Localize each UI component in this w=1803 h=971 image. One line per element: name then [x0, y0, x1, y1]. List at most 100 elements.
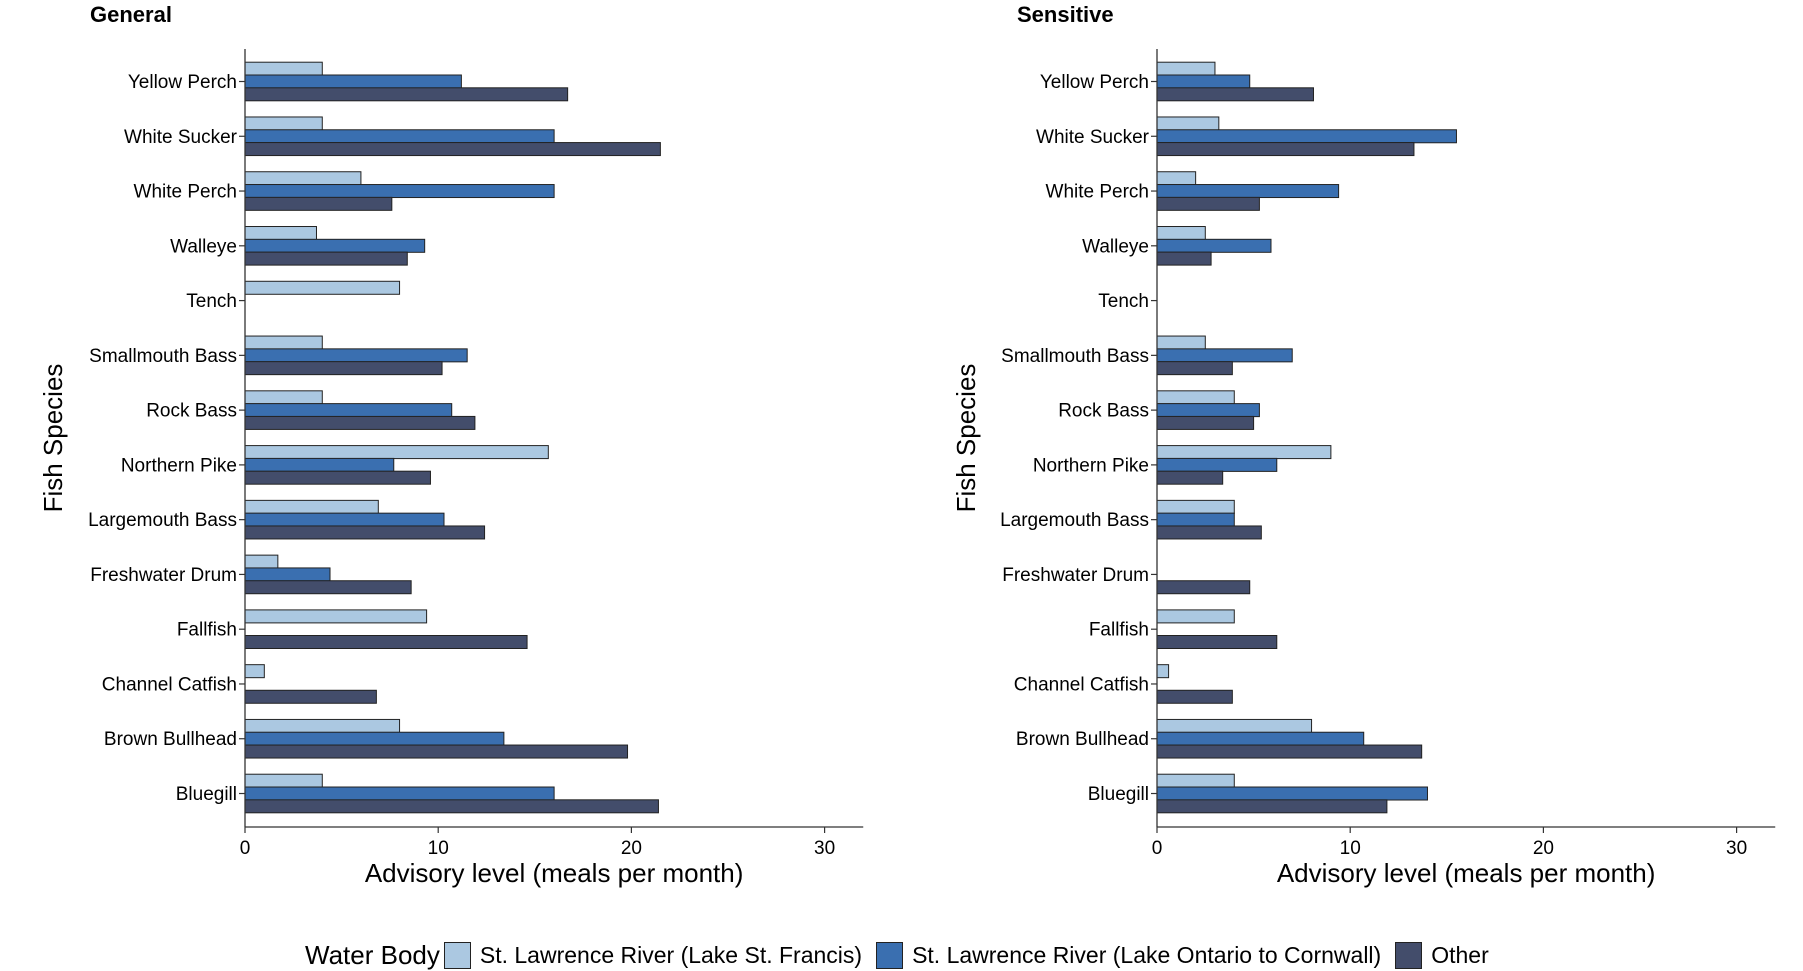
bar-sensitive-northern-pike-s3 — [1156, 470, 1224, 485]
y-tick-label-sensitive-bluegill: Bluegill — [1088, 784, 1149, 805]
bar-general-brown-bullhead-s3 — [244, 744, 629, 759]
bar-general-northern-pike-s3 — [244, 470, 431, 485]
y-tick-label-general-walleye: Walleye — [170, 236, 237, 257]
bar-general-channel-catfish-s3 — [244, 689, 377, 704]
legend-item-lake-st-francis: St. Lawrence River (Lake St. Francis) — [443, 941, 863, 969]
x-tick-label-general-20: 20 — [621, 838, 642, 859]
x-axis-title-sensitive: Advisory level (meals per month) — [1277, 858, 1656, 888]
bar-general-freshwater-drum-s1 — [244, 554, 279, 569]
bar-general-yellow-perch-s3 — [244, 87, 569, 102]
x-tick-label-sensitive-10: 10 — [1340, 838, 1361, 859]
y-tick-label-sensitive-tench: Tench — [1098, 291, 1149, 312]
x-tick-label-general-10: 10 — [428, 838, 449, 859]
bar-sensitive-northern-pike-s1 — [1156, 445, 1332, 460]
bar-general-white-perch-s2 — [244, 184, 555, 199]
bar-sensitive-largemouth-bass-s3 — [1156, 525, 1262, 540]
y-tick-label-sensitive-white-perch: White Perch — [1046, 182, 1149, 203]
bar-sensitive-channel-catfish-s3 — [1156, 689, 1233, 704]
y-tick-label-general-yellow-perch: Yellow Perch — [128, 72, 237, 93]
y-tick-label-general-freshwater-drum: Freshwater Drum — [90, 565, 237, 586]
legend-label-lake-ontario-to-cornwall: St. Lawrence River (Lake Ontario to Corn… — [912, 941, 1382, 968]
legend: Water Body St. Lawrence River (Lake St. … — [305, 939, 1503, 971]
bar-general-bluegill-s3 — [244, 799, 659, 814]
y-tick-label-general-fallfish: Fallfish — [177, 620, 237, 641]
y-tick-label-sensitive-smallmouth-bass: Smallmouth Bass — [1001, 346, 1149, 367]
bar-general-rock-bass-s1 — [244, 390, 323, 405]
y-tick-label-sensitive-fallfish: Fallfish — [1089, 620, 1149, 641]
bar-general-white-perch-s1 — [244, 171, 362, 186]
bar-general-largemouth-bass-s3 — [244, 525, 486, 540]
bar-sensitive-smallmouth-bass-s3 — [1156, 361, 1233, 376]
bar-sensitive-bluegill-s2 — [1156, 786, 1428, 801]
y-tick-label-sensitive-largemouth-bass: Largemouth Bass — [1000, 510, 1149, 531]
bar-sensitive-walleye-s3 — [1156, 251, 1212, 266]
bar-general-walleye-s3 — [244, 251, 408, 266]
bar-general-brown-bullhead-s1 — [244, 718, 401, 733]
bar-general-bluegill-s2 — [244, 786, 555, 801]
bar-general-freshwater-drum-s3 — [244, 580, 412, 595]
bar-general-rock-bass-s3 — [244, 415, 476, 430]
legend-label-other: Other — [1431, 941, 1489, 968]
y-tick-label-sensitive-walleye: Walleye — [1082, 236, 1149, 257]
bar-sensitive-channel-catfish-s1 — [1156, 664, 1170, 679]
bar-sensitive-white-sucker-s3 — [1156, 142, 1415, 157]
bar-sensitive-freshwater-drum-s3 — [1156, 580, 1251, 595]
bar-sensitive-white-sucker-s1 — [1156, 116, 1220, 131]
bar-general-walleye-s1 — [244, 226, 317, 241]
y-tick-label-sensitive-brown-bullhead: Brown Bullhead — [1016, 729, 1149, 750]
x-tick-label-general-30: 30 — [814, 838, 835, 859]
bar-sensitive-yellow-perch-s3 — [1156, 87, 1314, 102]
legend-key-lake-st-francis — [443, 941, 471, 969]
bar-sensitive-walleye-s2 — [1156, 238, 1272, 253]
bar-sensitive-smallmouth-bass-s1 — [1156, 335, 1206, 350]
chart-figure: General Yellow Perch White Sucker White Per… — [38, 2, 1776, 888]
legend-label-lake-st-francis: St. Lawrence River (Lake St. Francis) — [479, 941, 863, 968]
y-tick-label-general-smallmouth-bass: Smallmouth Bass — [89, 346, 237, 367]
bar-sensitive-bluegill-s1 — [1156, 773, 1235, 788]
y-tick-label-general-tench: Tench — [186, 291, 237, 312]
y-tick-label-general-northern-pike: Northern Pike — [121, 455, 237, 476]
y-tick-label-general-bluegill: Bluegill — [176, 784, 237, 805]
bar-sensitive-white-perch-s2 — [1156, 184, 1340, 199]
bar-sensitive-bluegill-s3 — [1156, 799, 1388, 814]
bar-general-rock-bass-s2 — [244, 403, 453, 418]
legend-item-other: Other — [1395, 941, 1489, 969]
x-tick-label-general-0: 0 — [240, 838, 251, 859]
bar-general-largemouth-bass-s2 — [244, 512, 445, 527]
x-tick-label-sensitive-30: 30 — [1726, 838, 1747, 859]
y-tick-label-sensitive-freshwater-drum: Freshwater Drum — [1002, 565, 1149, 586]
bar-general-white-sucker-s1 — [244, 116, 323, 131]
x-tick-label-sensitive-0: 0 — [1152, 838, 1163, 859]
bar-general-bluegill-s1 — [244, 773, 323, 788]
bar-sensitive-yellow-perch-s2 — [1156, 74, 1251, 89]
y-tick-label-general-largemouth-bass: Largemouth Bass — [88, 510, 237, 531]
bar-general-tench-s1 — [244, 280, 401, 295]
bar-general-yellow-perch-s2 — [244, 74, 462, 89]
bar-general-white-perch-s3 — [244, 196, 393, 211]
bar-sensitive-rock-bass-s1 — [1156, 390, 1235, 405]
bar-general-freshwater-drum-s2 — [244, 567, 331, 582]
legend-item-lake-ontario-to-cornwall: St. Lawrence River (Lake Ontario to Corn… — [876, 941, 1382, 969]
bar-sensitive-northern-pike-s2 — [1156, 457, 1278, 472]
y-tick-label-sensitive-white-sucker: White Sucker — [1036, 127, 1150, 148]
bar-general-white-sucker-s2 — [244, 129, 555, 144]
bar-general-white-sucker-s3 — [244, 142, 661, 157]
x-tick-label-sensitive-20: 20 — [1533, 838, 1554, 859]
bar-general-walleye-s2 — [244, 238, 426, 253]
y-tick-label-general-white-perch: White Perch — [134, 182, 237, 203]
bar-general-smallmouth-bass-s3 — [244, 361, 443, 376]
bar-general-smallmouth-bass-s1 — [244, 335, 323, 350]
y-tick-label-general-white-sucker: White Sucker — [124, 127, 238, 148]
bar-sensitive-yellow-perch-s1 — [1156, 61, 1216, 76]
bar-general-brown-bullhead-s2 — [244, 731, 505, 746]
bar-sensitive-fallfish-s1 — [1156, 609, 1235, 624]
panel-title-sensitive: Sensitive — [1017, 2, 1114, 27]
bar-general-northern-pike-s2 — [244, 457, 395, 472]
bar-sensitive-rock-bass-s2 — [1156, 403, 1260, 418]
bar-sensitive-brown-bullhead-s1 — [1156, 718, 1313, 733]
bar-sensitive-largemouth-bass-s2 — [1156, 512, 1235, 527]
bar-sensitive-rock-bass-s3 — [1156, 415, 1255, 430]
bar-sensitive-white-perch-s3 — [1156, 196, 1260, 211]
y-axis-title-general: Fish Species — [38, 364, 68, 513]
bar-general-channel-catfish-s1 — [244, 664, 265, 679]
